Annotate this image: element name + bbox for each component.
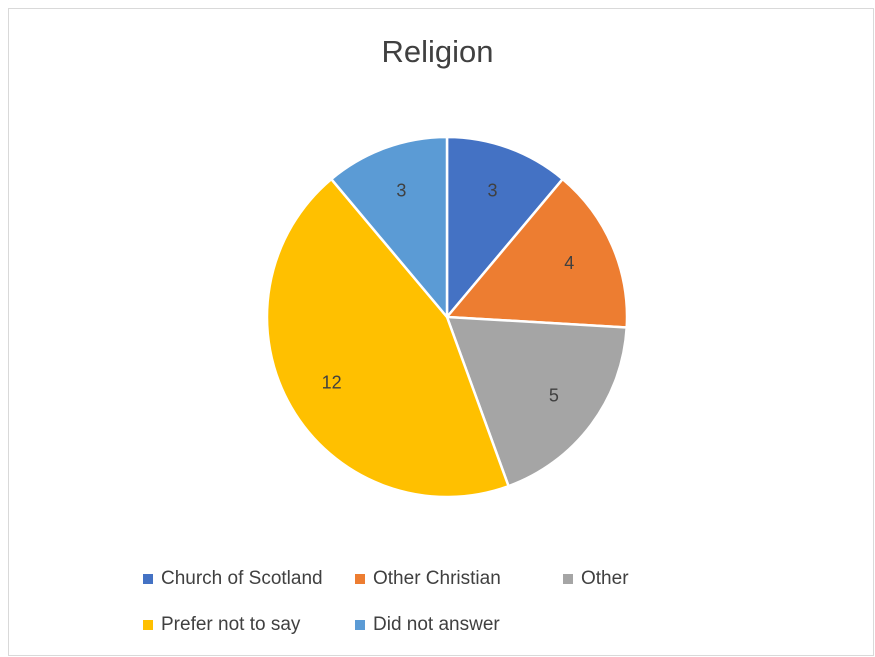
chart-title: Religion <box>381 34 494 69</box>
data-label-church-of-scotland: 3 <box>488 181 498 201</box>
legend-swatch <box>563 574 573 584</box>
pie-slice-did-not-answer <box>330 135 449 319</box>
data-label-prefer-not-to-say: 12 <box>322 372 342 392</box>
legend-item-prefer-not-to-say: Prefer not to say <box>143 614 300 636</box>
legend-swatch <box>143 574 153 584</box>
legend-label: Other Christian <box>373 568 501 589</box>
legend-label: Prefer not to say <box>161 614 301 635</box>
legend-label: Other <box>581 568 629 589</box>
pie-slice-other <box>445 315 628 488</box>
legend-swatch <box>355 620 365 630</box>
data-label-did-not-answer: 3 <box>396 181 406 201</box>
data-label-other: 5 <box>549 385 559 405</box>
legend-item-other: Other <box>563 568 629 590</box>
pie-slice-prefer-not-to-say <box>265 177 510 499</box>
legend-label: Did not answer <box>373 614 500 635</box>
legend-item-church-of-scotland: Church of Scotland <box>143 568 323 590</box>
legend-label: Church of Scotland <box>161 568 323 589</box>
legend-swatch <box>355 574 365 584</box>
data-label-other-christian: 4 <box>564 253 574 273</box>
pie-slice-church-of-scotland <box>445 135 564 319</box>
legend-item-did-not-answer: Did not answer <box>355 614 500 636</box>
legend-swatch <box>143 620 153 630</box>
legend-item-other-christian: Other Christian <box>355 568 501 590</box>
pie-slice-other-christian <box>445 177 629 329</box>
